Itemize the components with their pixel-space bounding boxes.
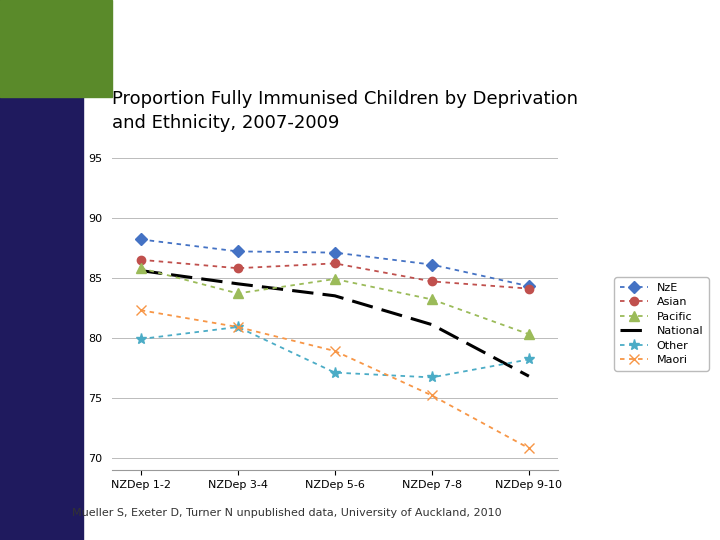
- National: [233, 281, 242, 287]
- Pacific: [136, 265, 145, 272]
- Asian: [428, 278, 436, 285]
- Line: National: National: [140, 271, 529, 376]
- Asian: [330, 260, 339, 267]
- National: [428, 321, 436, 328]
- Pacific: [525, 331, 534, 338]
- Other: [233, 324, 242, 330]
- Pacific: [330, 276, 339, 282]
- Line: NzE: NzE: [137, 235, 533, 291]
- NzE: [233, 248, 242, 255]
- National: [136, 267, 145, 274]
- Line: Other: Other: [135, 321, 534, 383]
- Maori: [330, 348, 339, 354]
- Asian: [136, 256, 145, 263]
- Other: [136, 336, 145, 342]
- Line: Maori: Maori: [136, 305, 534, 453]
- Line: Asian: Asian: [137, 255, 533, 293]
- Text: and Ethnicity, 2007-2009: and Ethnicity, 2007-2009: [112, 114, 339, 132]
- NzE: [136, 236, 145, 242]
- Other: [525, 356, 534, 363]
- Other: [330, 369, 339, 376]
- National: [330, 293, 339, 299]
- Text: Mueller S, Exeter D, Turner N unpublished data, University of Auckland, 2010: Mueller S, Exeter D, Turner N unpublishe…: [72, 508, 502, 518]
- Maori: [428, 392, 436, 399]
- National: [525, 373, 534, 380]
- NzE: [525, 283, 534, 289]
- Other: [428, 374, 436, 381]
- Maori: [233, 324, 242, 330]
- Pacific: [428, 296, 436, 302]
- Line: Pacific: Pacific: [136, 264, 534, 339]
- Maori: [136, 307, 145, 313]
- NzE: [428, 261, 436, 268]
- Legend: NzE, Asian, Pacific, National, Other, Maori: NzE, Asian, Pacific, National, Other, Ma…: [614, 278, 708, 370]
- NzE: [330, 249, 339, 256]
- Text: Proportion Fully Immunised Children by Deprivation: Proportion Fully Immunised Children by D…: [112, 90, 577, 108]
- Asian: [525, 285, 534, 292]
- Asian: [233, 265, 242, 272]
- Maori: [525, 445, 534, 451]
- Pacific: [233, 290, 242, 296]
